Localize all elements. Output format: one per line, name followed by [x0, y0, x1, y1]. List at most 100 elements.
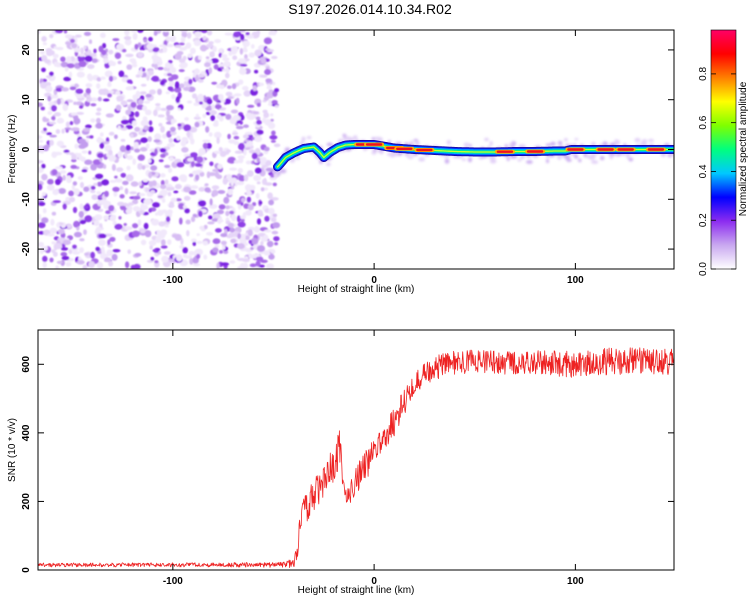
halo-blob: [526, 160, 533, 164]
noise-blob: [73, 188, 80, 196]
halo-blob: [563, 138, 568, 142]
halo-blob: [463, 142, 470, 147]
halo-blob: [558, 141, 563, 145]
noise-blob: [138, 181, 142, 186]
noise-blob: [117, 150, 123, 158]
noise-blob: [73, 231, 82, 238]
noise-blob: [143, 100, 151, 104]
noise-blob: [265, 167, 274, 172]
noise-blob: [61, 128, 65, 134]
noise-blob: [160, 229, 168, 236]
noise-blob: [229, 117, 237, 125]
noise-blob: [245, 32, 250, 36]
noise-blob: [71, 127, 80, 132]
noise-blob: [166, 142, 175, 148]
noise-blob: [120, 100, 128, 106]
snr-y-tick-label: 600: [21, 356, 32, 373]
noise-blob: [177, 123, 182, 127]
noise-blob: [125, 109, 131, 116]
halo-blob: [609, 154, 614, 160]
noise-blob: [206, 98, 213, 105]
noise-blob: [155, 103, 161, 107]
noise-blob: [246, 140, 254, 147]
noise-blob: [140, 137, 148, 143]
halo-blob: [578, 158, 582, 163]
noise-blob: [64, 34, 73, 39]
noise-blob: [194, 121, 200, 128]
noise-blob: [269, 135, 278, 140]
noise-blob: [173, 190, 179, 194]
noise-blob: [166, 186, 173, 191]
noise-blob: [60, 56, 66, 62]
noise-blob: [209, 161, 214, 167]
noise-blob: [38, 135, 43, 140]
noise-blob: [84, 252, 90, 256]
noise-blob: [158, 221, 166, 227]
noise-blob: [199, 171, 205, 177]
halo-blob: [386, 152, 392, 156]
noise-blob: [165, 91, 170, 95]
noise-blob: [74, 83, 79, 88]
noise-blob: [71, 158, 77, 163]
noise-blob: [164, 164, 171, 169]
noise-blob: [41, 67, 46, 73]
noise-blob: [217, 63, 226, 67]
noise-blob: [49, 134, 57, 138]
noise-blob: [179, 174, 188, 182]
noise-blob: [166, 105, 174, 111]
noise-blob: [40, 50, 45, 55]
noise-blob: [157, 88, 162, 96]
noise-blob: [218, 147, 223, 152]
snr-panel: -100 0 100 0 200 400 600 Height of straight li…: [7, 329, 675, 596]
noise-blob: [191, 238, 197, 243]
noise-blob: [174, 44, 182, 48]
noise-blob: [167, 239, 172, 245]
noise-blob: [100, 76, 106, 80]
noise-blob: [51, 151, 58, 158]
noise-blob: [235, 97, 240, 105]
noise-blob: [76, 71, 85, 78]
noise-blob: [160, 153, 166, 158]
noise-blob: [248, 52, 255, 58]
noise-blob: [130, 30, 138, 33]
noise-blob: [233, 135, 240, 140]
noise-blob: [88, 39, 93, 44]
noise-blob: [55, 265, 59, 269]
noise-blob: [98, 233, 107, 239]
noise-blob: [182, 55, 187, 61]
noise-blob: [164, 224, 169, 228]
noise-blob: [186, 100, 193, 104]
snr-y-tick-label: 0: [21, 567, 32, 573]
noise-blob: [176, 51, 184, 56]
noise-blob: [254, 167, 262, 174]
noise-blob: [230, 238, 237, 244]
noise-blob: [38, 160, 43, 164]
noise-blob: [245, 210, 252, 216]
noise-blob: [80, 47, 84, 54]
noise-blob: [227, 188, 233, 196]
noise-blob: [126, 155, 134, 160]
noise-blob: [192, 263, 201, 267]
noise-blob: [108, 49, 114, 55]
noise-blob: [77, 153, 82, 157]
noise-blob: [239, 63, 248, 67]
noise-blob: [190, 152, 198, 158]
noise-blob: [142, 67, 146, 72]
noise-blob: [78, 155, 84, 161]
noise-blob: [153, 139, 161, 143]
noise-blob: [140, 203, 144, 209]
noise-blob: [78, 144, 86, 149]
noise-blob: [134, 111, 140, 118]
noise-blob: [137, 163, 143, 170]
noise-blob: [263, 187, 269, 191]
noise-blob: [242, 46, 248, 53]
noise-blob: [234, 150, 243, 154]
noise-blob: [56, 260, 63, 264]
noise-blob: [153, 109, 158, 117]
noise-blob: [268, 199, 274, 206]
noise-blob: [78, 53, 86, 57]
noise-blob: [245, 160, 252, 165]
noise-blob: [42, 42, 48, 46]
noise-blob: [109, 236, 116, 242]
